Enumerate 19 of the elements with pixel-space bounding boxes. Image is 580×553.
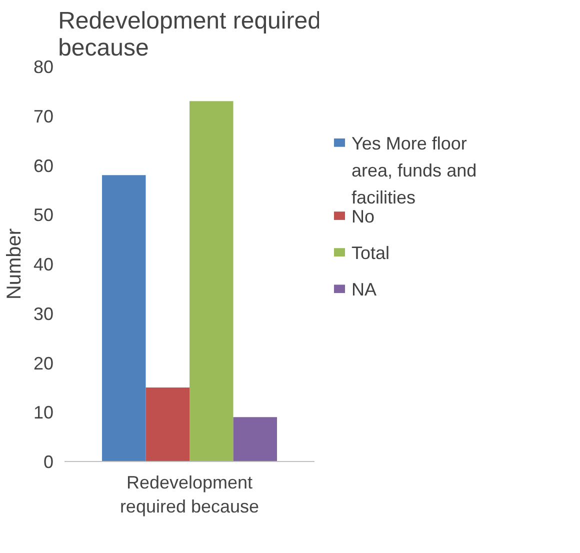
bar bbox=[190, 101, 234, 462]
y-tick-label: 60 bbox=[33, 156, 54, 176]
y-tick-label: 70 bbox=[33, 106, 54, 126]
bar bbox=[146, 387, 190, 462]
y-tick-label: 80 bbox=[33, 57, 54, 77]
legend-label: Yes More floor area, funds and facilities bbox=[352, 134, 477, 208]
y-tick-label: 0 bbox=[43, 452, 54, 472]
legend-label: Total bbox=[352, 243, 390, 264]
bar bbox=[233, 417, 277, 462]
y-tick-label: 40 bbox=[33, 254, 54, 274]
y-tick-label: 50 bbox=[33, 205, 54, 226]
text: Redevelopment required because bbox=[120, 472, 260, 516]
y-axis-title: Number bbox=[3, 228, 26, 300]
y-tick-label: 10 bbox=[33, 402, 54, 423]
bar bbox=[102, 175, 146, 462]
legend-label: NA bbox=[352, 280, 377, 300]
legend-label: No bbox=[352, 206, 375, 227]
y-tick-label: 20 bbox=[33, 353, 54, 374]
y-tick-label: 30 bbox=[33, 304, 54, 324]
